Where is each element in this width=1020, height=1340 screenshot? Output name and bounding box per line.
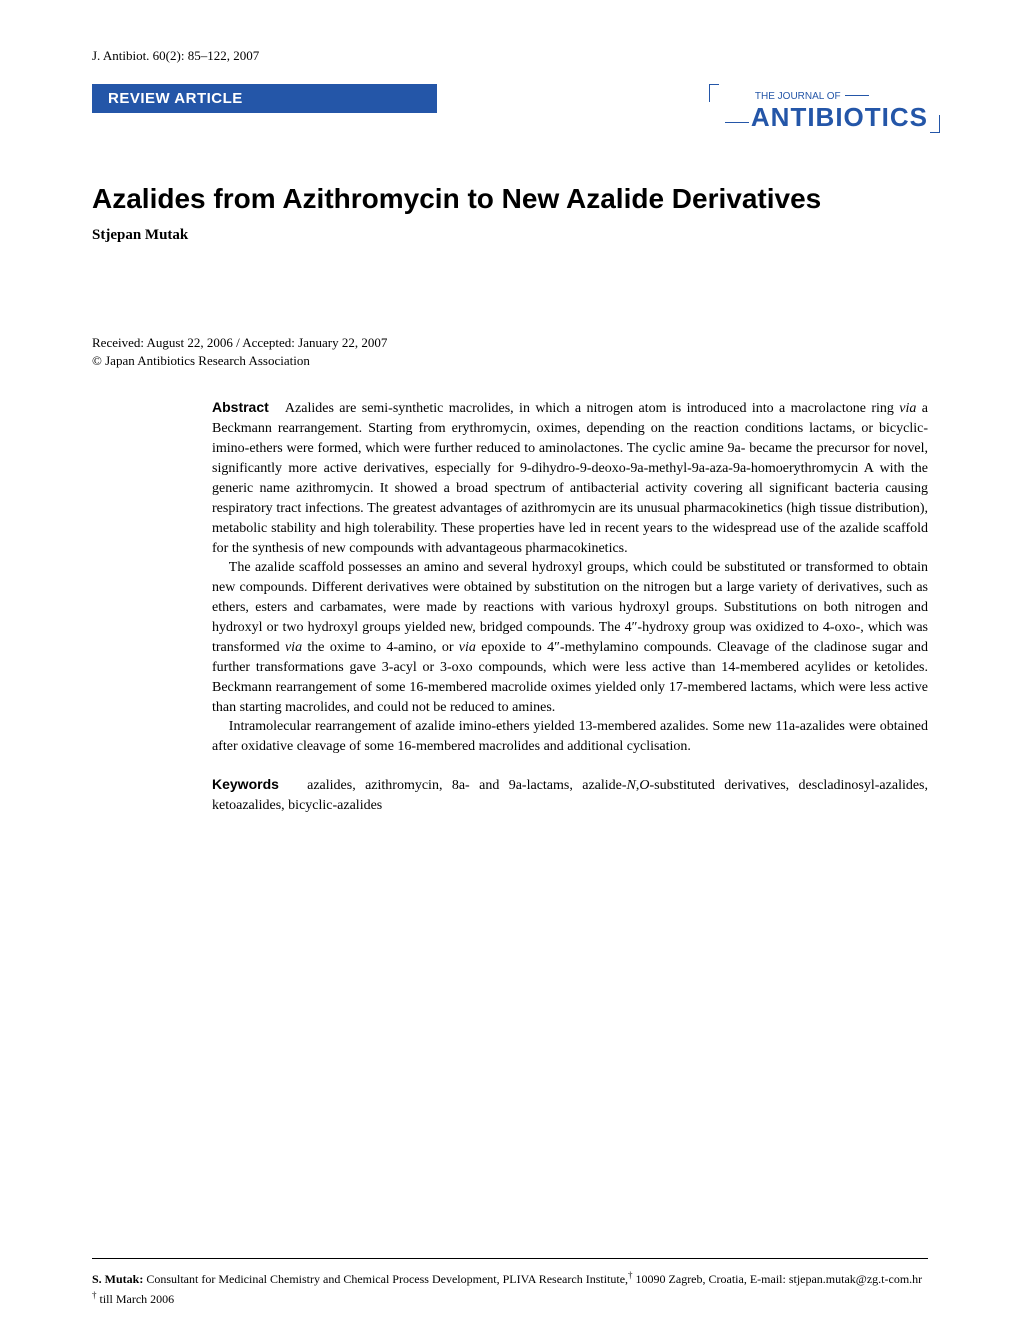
abstract-p1-rest: a Beckmann rearrangement. Starting from … xyxy=(212,401,928,555)
keywords-o-italic: O xyxy=(639,778,649,793)
keywords-label: Keywords xyxy=(212,776,279,792)
footer-note: † till March 2006 xyxy=(92,1289,928,1308)
dates-block: Received: August 22, 2006 / Accepted: Ja… xyxy=(92,334,928,370)
journal-logo-inner: THE JOURNAL OF ANTIBIOTICS xyxy=(721,86,928,131)
logo-dash-icon xyxy=(845,95,869,97)
logo-bracket-left-icon xyxy=(709,84,719,102)
footer-note-text: till March 2006 xyxy=(97,1292,175,1306)
abstract-p2-via2: via xyxy=(459,640,476,655)
review-article-badge: REVIEW ARTICLE xyxy=(92,84,437,113)
received-accepted-date: Received: August 22, 2006 / Accepted: Ja… xyxy=(92,334,928,352)
article-title: Azalides from Azithromycin to New Azalid… xyxy=(92,183,928,215)
citation-line: J. Antibiot. 60(2): 85–122, 2007 xyxy=(92,48,928,64)
keywords-block: Keywords azalides, azithromycin, 8a- and… xyxy=(212,775,928,816)
abstract-block: Abstract Azalides are semi-synthetic mac… xyxy=(212,398,928,757)
logo-dash-left-icon xyxy=(725,122,749,124)
abstract-p1-lead: Azalides are semi-synthetic macrolides, … xyxy=(285,401,899,416)
abstract-p1-via: via xyxy=(899,401,916,416)
abstract-label: Abstract xyxy=(212,399,269,415)
journal-logo: THE JOURNAL OF ANTIBIOTICS xyxy=(721,84,928,131)
abstract-p2-b: the oxime to 4-amino, or xyxy=(302,640,459,655)
logo-title: ANTIBIOTICS xyxy=(751,102,928,132)
footer-author-bold: S. Mutak: xyxy=(92,1272,143,1286)
header-row: REVIEW ARTICLE THE JOURNAL OF ANTIBIOTIC… xyxy=(92,84,928,131)
footer-block: S. Mutak: Consultant for Medicinal Chemi… xyxy=(92,1258,928,1308)
footer-divider xyxy=(92,1258,928,1259)
keywords-n-italic: N xyxy=(627,778,636,793)
footer-affiliation: S. Mutak: Consultant for Medicinal Chemi… xyxy=(92,1269,928,1288)
logo-bracket-right-icon xyxy=(930,115,940,133)
keywords-text-a: azalides, azithromycin, 8a- and 9a-lacta… xyxy=(307,778,626,793)
footer-affiliation-text: Consultant for Medicinal Chemistry and C… xyxy=(143,1272,628,1286)
author-name: Stjepan Mutak xyxy=(92,227,928,244)
abstract-para-2: The azalide scaffold possesses an amino … xyxy=(212,558,928,717)
abstract-para-3: Intramolecular rearrangement of azalide … xyxy=(212,717,928,757)
abstract-p2-via1: via xyxy=(285,640,302,655)
footer-address: 10090 Zagreb, Croatia, E-mail: stjepan.m… xyxy=(633,1272,923,1286)
copyright-line: © Japan Antibiotics Research Association xyxy=(92,352,928,370)
logo-subtitle: THE JOURNAL OF xyxy=(755,91,841,102)
abstract-para-1: Abstract Azalides are semi-synthetic mac… xyxy=(212,398,928,558)
